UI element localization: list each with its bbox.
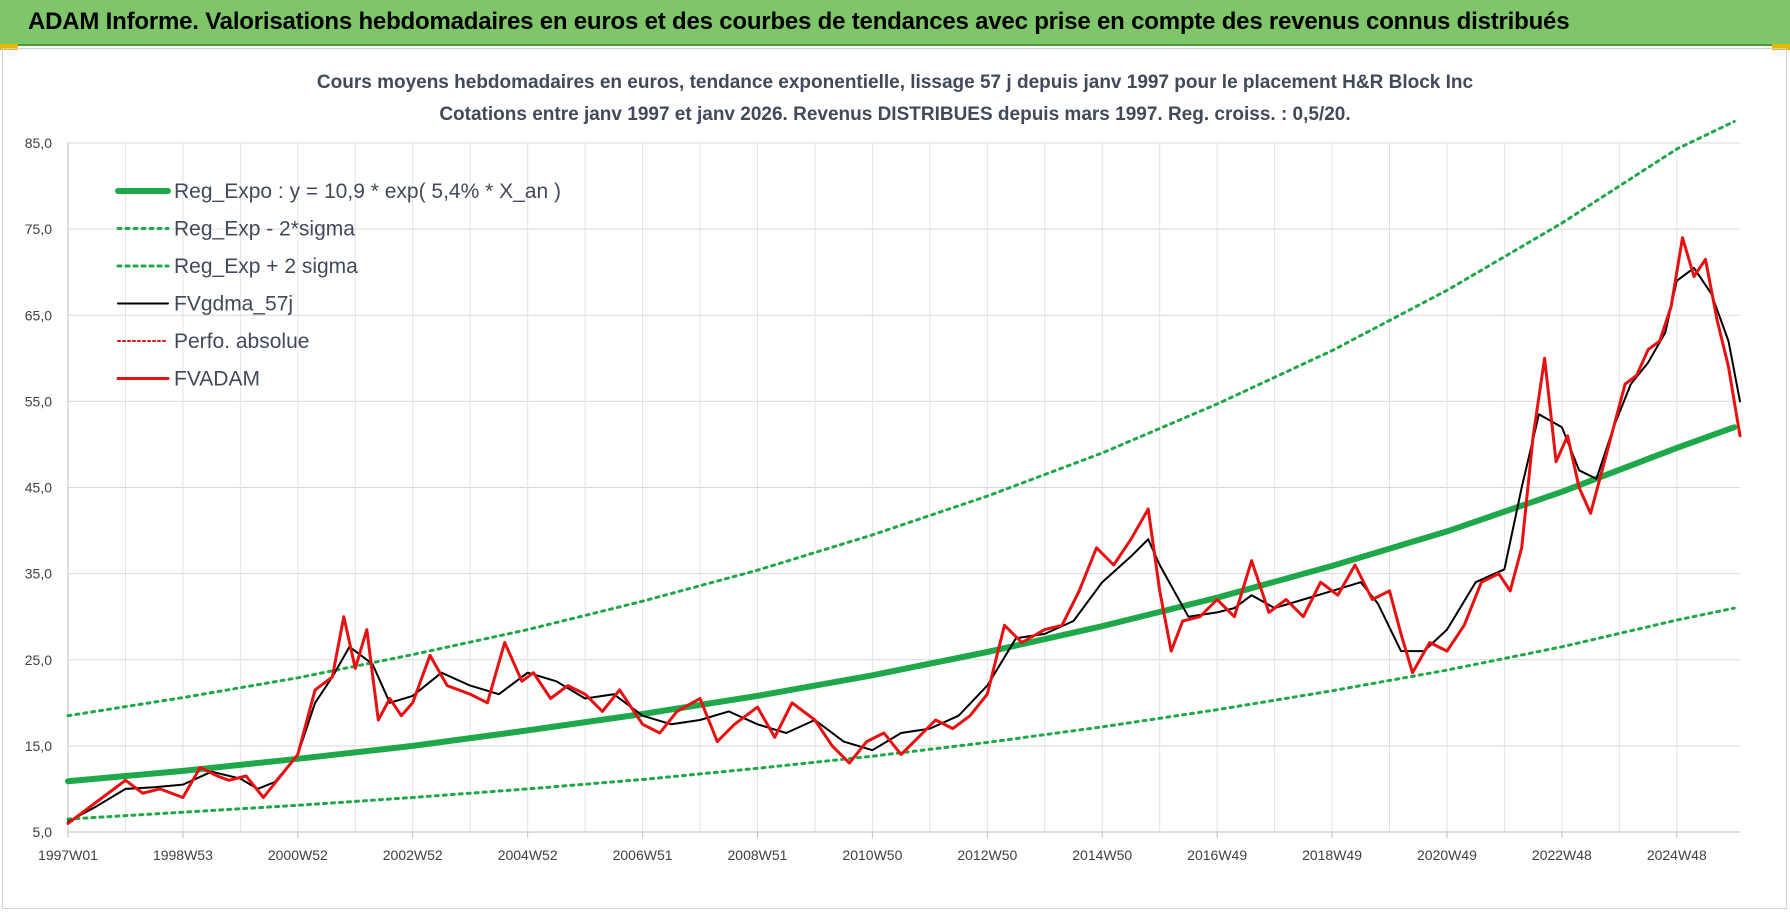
corner-marker-right — [1772, 44, 1790, 50]
y-tick-label: 25,0 — [25, 652, 52, 668]
x-tick-label: 2012W50 — [957, 847, 1017, 863]
series-line-0 — [65, 424, 1738, 785]
x-tick-label: 2016W49 — [1187, 847, 1247, 863]
x-tick-label: 2018W49 — [1302, 847, 1362, 863]
legend-label: Perfo. absolue — [174, 330, 309, 353]
chart-subtitle: Cotations entre janv 1997 et janv 2026. … — [439, 104, 1351, 125]
report-banner: ADAM Informe. Valorisations hebdomadaire… — [0, 0, 1790, 46]
y-tick-label: 65,0 — [25, 307, 52, 323]
x-tick-label: 2024W48 — [1647, 847, 1707, 863]
x-tick-label: 2014W50 — [1072, 847, 1132, 863]
y-tick-label: 15,0 — [25, 738, 52, 754]
x-tick-label: 1998W53 — [153, 847, 213, 863]
y-tick-label: 45,0 — [25, 480, 52, 496]
x-tick-label: 2022W48 — [1532, 847, 1592, 863]
legend-label: Reg_Exp - 2*sigma — [174, 218, 355, 241]
corner-marker-left — [0, 44, 18, 50]
legend-label: Reg_Expo : y = 10,9 * exp( 5,4% * X_an ) — [174, 180, 561, 203]
series-line-5 — [66, 236, 1742, 825]
axes: 5,0 15,0 25,0 35,0 45,0 55,0 65,0 75,0 85,0 1997W… — [25, 135, 1740, 863]
chart-title: Cours moyens hebdomadaires en euros, ten… — [316, 72, 1474, 93]
x-tick-label: 2004W52 — [498, 847, 558, 863]
series — [65, 120, 1742, 825]
legend-label: FVgdma_57j — [174, 293, 293, 316]
series-line-2 — [66, 120, 1736, 718]
y-tick-label: 75,0 — [25, 221, 52, 237]
legend: Reg_Expo : y = 10,9 * exp( 5,4% * X_an )… — [115, 180, 561, 391]
y-tick-label: 5,0 — [33, 824, 53, 840]
y-tick-label: 35,0 — [25, 566, 52, 582]
x-tick-label: 2002W52 — [383, 847, 443, 863]
series-line-1 — [66, 606, 1736, 821]
report-title: ADAM Informe. Valorisations hebdomadaire… — [28, 8, 1570, 35]
x-tick-label: 2020W49 — [1417, 847, 1477, 863]
series-line-3 — [67, 266, 1741, 823]
chart-frame — [2, 48, 1787, 909]
x-tick-label: 2000W52 — [268, 847, 328, 863]
x-tick-label: 1997W01 — [38, 847, 98, 863]
x-tick-label: 2010W50 — [842, 847, 902, 863]
legend-label: FVADAM — [174, 368, 260, 391]
legend-label: Reg_Exp + 2 sigma — [174, 255, 358, 278]
y-tick-label: 85,0 — [25, 135, 52, 151]
y-tick-label: 55,0 — [25, 393, 52, 409]
grid — [68, 142, 1740, 833]
x-tick-label: 2006W51 — [613, 847, 673, 863]
x-tick-label: 2008W51 — [728, 847, 788, 863]
